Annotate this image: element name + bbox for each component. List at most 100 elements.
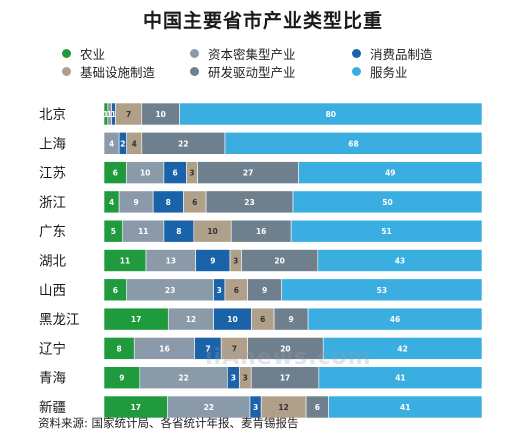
- data-label: 7: [126, 110, 131, 119]
- data-label: 2: [120, 139, 125, 148]
- data-label: 16: [159, 344, 169, 353]
- data-label: 51: [381, 227, 391, 236]
- data-label: 22: [204, 403, 214, 412]
- data-label: 50: [382, 198, 392, 207]
- legend-label: 研发驱动型产业: [208, 64, 296, 80]
- data-label: 49: [385, 169, 395, 178]
- data-label: 20: [280, 344, 290, 353]
- data-label: 41: [400, 403, 410, 412]
- legend-item-services: 服务业: [352, 63, 408, 80]
- data-label: 10: [207, 227, 217, 236]
- legend-label: 基础设施制造: [80, 64, 156, 80]
- bar-segment: [298, 161, 483, 184]
- data-label: 6: [113, 286, 118, 295]
- data-label: 3: [217, 286, 222, 295]
- data-label: 1: [111, 110, 116, 119]
- bar-segment: [318, 366, 483, 390]
- data-label: 10: [155, 110, 165, 119]
- source-note: 资料来源: 国家统计局、各省统计年报、麦肯锡报告: [38, 416, 299, 430]
- data-label: 9: [134, 198, 139, 207]
- bar-segment: [281, 278, 483, 302]
- legend-item-rnd-driven: 研发驱动型产业: [190, 63, 296, 80]
- data-label: 6: [260, 315, 265, 324]
- data-label: 68: [348, 139, 358, 148]
- data-label: 12: [278, 403, 288, 412]
- data-label: 8: [166, 198, 171, 207]
- region-label: 北京: [39, 107, 66, 123]
- data-label: 3: [243, 374, 248, 383]
- data-label: 8: [176, 227, 181, 236]
- region-label: 上海: [39, 136, 66, 152]
- data-label: 6: [172, 169, 177, 178]
- data-label: 4: [109, 139, 114, 148]
- region-label: 广东: [39, 224, 66, 240]
- data-label: 11: [120, 257, 130, 266]
- data-label: 9: [262, 286, 267, 295]
- region-label: 新疆: [39, 400, 66, 416]
- legend-item-capital-intensive: 资本密集型产业: [190, 45, 296, 62]
- bar-segment: [317, 249, 483, 272]
- data-label: 12: [186, 315, 196, 324]
- region-label: 山西: [39, 283, 66, 299]
- legend-label: 服务业: [370, 64, 408, 80]
- data-label: 80: [326, 110, 336, 119]
- legend-dot: [352, 66, 361, 76]
- data-label: 23: [165, 286, 175, 295]
- bar-segment: [322, 337, 483, 360]
- data-label: 4: [132, 139, 137, 148]
- bar-segment: [328, 395, 483, 419]
- data-label: 3: [233, 257, 238, 266]
- legend-dot: [190, 48, 199, 58]
- data-label: 3: [189, 169, 194, 178]
- legend-label: 农业: [80, 46, 106, 62]
- data-label: 42: [397, 344, 407, 353]
- legend-dot: [190, 66, 199, 76]
- region-label: 湖北: [39, 254, 66, 270]
- legend-item-agriculture: 农业: [62, 45, 106, 62]
- region-label: 浙江: [39, 195, 66, 211]
- data-label: 27: [243, 169, 253, 178]
- legend-label: 资本密集型产业: [208, 46, 296, 62]
- data-label: 9: [119, 374, 124, 383]
- data-label: 10: [140, 169, 150, 178]
- region-label: 辽宁: [39, 340, 66, 357]
- data-label: 46: [390, 315, 400, 324]
- legend-dot: [62, 48, 71, 58]
- data-label: 6: [315, 403, 320, 412]
- data-label: 13: [166, 257, 176, 266]
- data-label: 1: [107, 110, 112, 119]
- data-label: 6: [192, 198, 197, 207]
- data-label: 22: [178, 139, 188, 148]
- data-label: 20: [274, 257, 284, 266]
- data-label: 53: [377, 286, 387, 295]
- data-label: 17: [131, 315, 141, 324]
- legend-item-consumer-goods: 消费品制造: [352, 45, 433, 62]
- data-label: 6: [113, 169, 118, 178]
- data-label: 4: [109, 198, 114, 207]
- bar-segment: [224, 132, 483, 155]
- data-label: 16: [256, 227, 266, 236]
- bar-segment: [179, 102, 483, 126]
- data-label: 7: [205, 344, 210, 353]
- bar-segment: [290, 219, 483, 243]
- data-label: 1: [103, 110, 108, 119]
- data-label: 8: [117, 344, 122, 353]
- data-label: 23: [244, 198, 254, 207]
- data-label: 43: [395, 257, 405, 266]
- legend-item-infrastructure: 基础设施制造: [62, 63, 156, 80]
- data-label: 11: [138, 227, 148, 236]
- bar-segment: [307, 307, 483, 331]
- data-label: 17: [280, 374, 290, 383]
- legend-dot: [352, 48, 361, 58]
- region-label: 江苏: [39, 166, 66, 182]
- data-label: 17: [131, 403, 141, 412]
- chart-title: 中国主要省市产业类型比重: [142, 10, 383, 32]
- data-label: 3: [231, 374, 236, 383]
- bar-segment: [292, 190, 483, 214]
- watermark: iiAnews.com: [205, 345, 372, 370]
- data-label: 41: [395, 374, 405, 383]
- legend-dot: [62, 66, 71, 76]
- legend-label: 消费品制造: [370, 46, 433, 62]
- data-label: 3: [253, 403, 258, 412]
